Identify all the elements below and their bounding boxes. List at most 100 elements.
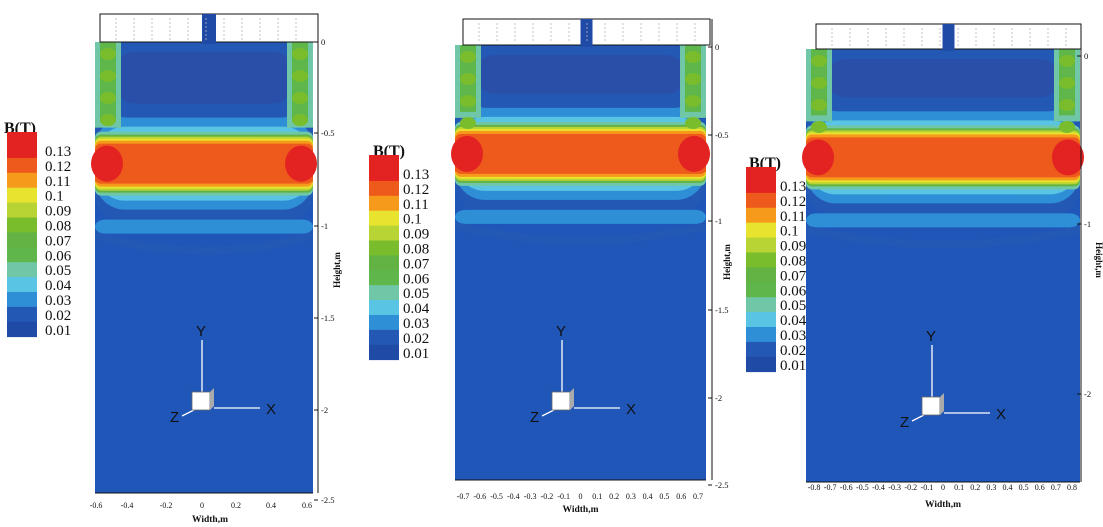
field-lower-fade: [806, 213, 1080, 228]
x-tick-label: -0.2: [541, 492, 554, 501]
field-hotspot-right: [285, 145, 317, 182]
field-hotspot-left: [91, 145, 123, 182]
x-tick-label: 0.6: [302, 501, 312, 510]
legend-label: 0.11: [780, 209, 806, 225]
x-tick-label: -0.5: [490, 492, 503, 501]
legend-swatch: [746, 297, 776, 313]
x-axis-label: Width,m: [925, 500, 961, 510]
field-wall-spot: [685, 73, 701, 85]
field-wall-spot: [292, 114, 308, 126]
x-tick-label: -0.7: [457, 492, 470, 501]
x-tick-label: -0.1: [921, 483, 934, 492]
legend-swatch: [746, 356, 776, 373]
contour-panel-1: B(T)0.130.120.110.10.090.080.070.060.050…: [4, 13, 342, 525]
legend-swatch: [369, 180, 399, 197]
field-lower-arc: [455, 221, 706, 245]
field-band-core: [95, 149, 313, 182]
x-tick-label: -0.6: [840, 483, 853, 492]
y-tick-label: -2.5: [715, 480, 728, 490]
legend-label: 0.03: [780, 328, 806, 344]
top-lid-notch: [202, 14, 216, 44]
legend-label: 0.06: [403, 271, 430, 287]
axis-z-line: [541, 409, 555, 417]
top-lid-notch: [942, 24, 955, 51]
legend-label: 0.11: [403, 197, 429, 213]
field-wall-spot: [460, 117, 476, 129]
legend-label: 0.04: [780, 313, 807, 329]
y-tick-label: 0: [321, 37, 325, 47]
legend-label: 0.02: [45, 308, 71, 324]
y-tick-label: -1.5: [715, 305, 728, 315]
x-tick-label: -0.4: [872, 483, 885, 492]
field-wall-spot: [100, 70, 116, 82]
legend-swatch: [746, 192, 776, 209]
field-hotspot-right: [678, 135, 710, 172]
legend-swatch: [746, 178, 776, 194]
x-tick-label: 0.2: [970, 483, 980, 492]
legend-swatch: [369, 285, 399, 301]
legend-swatch: [369, 329, 399, 346]
field-wall-spot: [685, 95, 701, 107]
x-tick-label: 0.2: [231, 501, 241, 510]
legend-label: 0.13: [403, 167, 429, 183]
field-wall-spot: [811, 77, 827, 89]
legend-label: 0.06: [45, 248, 72, 264]
field-wall-spot: [811, 55, 827, 67]
y-tick-label: -2: [715, 393, 722, 403]
x-tick-label: 0: [200, 501, 204, 510]
legend-swatch: [746, 252, 776, 268]
field-band-core: [806, 143, 1080, 176]
legend-swatch: [7, 143, 37, 159]
triad-cube: [551, 391, 571, 411]
field-plot: [802, 49, 1084, 482]
x-tick-label: 0: [941, 483, 945, 492]
legend-swatch: [7, 247, 37, 263]
legend-label: 0.05: [403, 286, 429, 302]
legend-label: 0.09: [780, 239, 806, 255]
x-tick-label: 0: [579, 492, 583, 501]
field-wall-spot: [460, 73, 476, 85]
legend-swatch: [746, 341, 776, 358]
legend-label: 0.02: [780, 343, 806, 359]
field-hotspot-left: [802, 139, 834, 176]
field-top-core: [115, 52, 293, 104]
top-lid-notch: [580, 19, 593, 47]
legend-swatch: [7, 232, 37, 248]
legend-swatch: [369, 210, 399, 226]
legend-label: 0.01: [45, 323, 71, 339]
legend: B(T)0.130.120.110.10.090.080.070.060.050…: [746, 155, 807, 374]
legend-swatch: [7, 262, 37, 278]
y-tick-label: 0: [715, 42, 719, 52]
x-tick-label: -0.6: [473, 492, 486, 501]
axis-label-y: Y: [926, 328, 936, 345]
field-wall-spot: [811, 99, 827, 111]
legend-label: 0.01: [780, 358, 806, 374]
legend-label: 0.01: [403, 346, 429, 362]
axis-z-line: [181, 409, 195, 417]
legend-swatch: [369, 195, 399, 212]
legend-label: 0.07: [780, 268, 807, 284]
legend-swatch: [7, 157, 37, 174]
x-tick-label: -0.2: [904, 483, 917, 492]
x-tick-label: -0.2: [160, 501, 173, 510]
y-tick-label: -2.5: [321, 495, 334, 505]
y-tick-label: -2: [1084, 389, 1091, 399]
axis-label-z: Z: [170, 409, 179, 426]
field-lower-fade: [95, 219, 313, 234]
x-tick-label: 0.6: [1035, 483, 1045, 492]
legend-label: 0.06: [780, 283, 807, 299]
y-tick-label: -2: [321, 405, 328, 415]
x-tick-label: 0.5: [659, 492, 669, 501]
contour-panel-2: B(T)0.130.120.110.10.090.080.070.060.050…: [369, 18, 732, 515]
legend-swatch: [746, 312, 776, 328]
x-tick-label: 0.4: [266, 501, 276, 510]
legend-swatch: [7, 187, 37, 203]
x-tick-label: 0.7: [693, 492, 703, 501]
field-wall-spot: [1059, 99, 1075, 111]
legend-label: 0.12: [780, 194, 806, 210]
legend-swatch: [369, 240, 399, 256]
y-tick-label: -1.5: [321, 313, 334, 323]
legend-swatch: [7, 202, 37, 218]
legend-swatch: [746, 237, 776, 253]
